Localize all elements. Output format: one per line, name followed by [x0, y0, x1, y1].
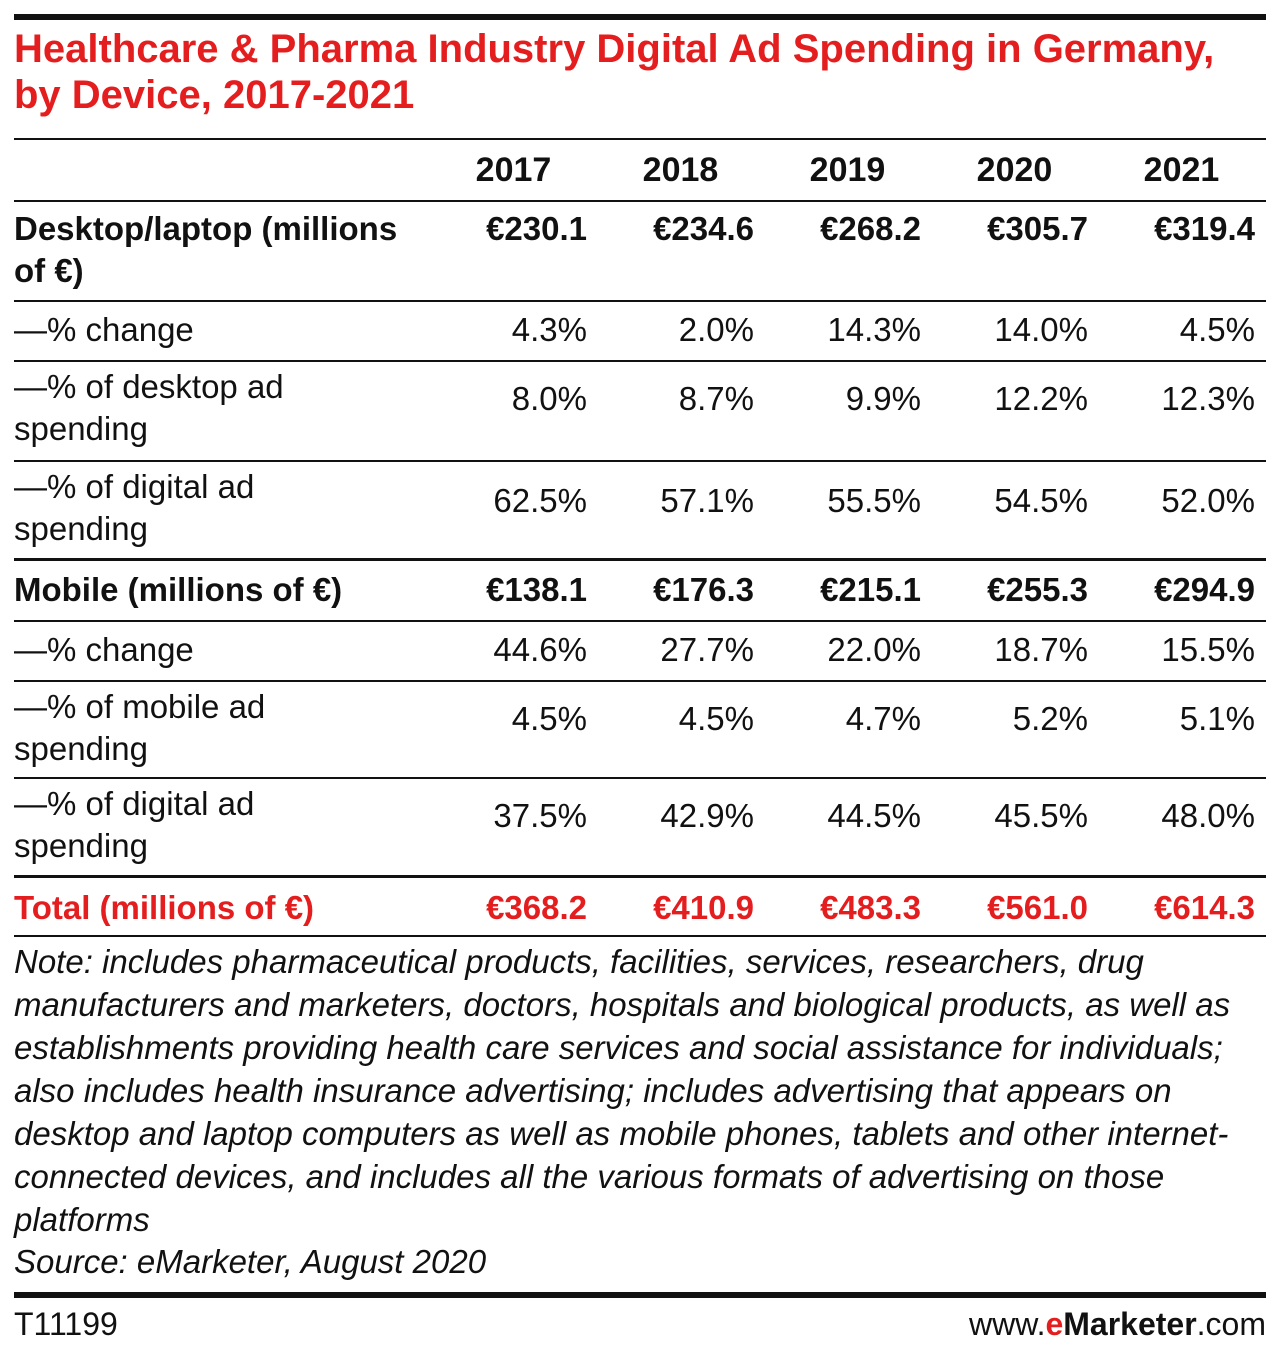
cell-value: 14.3% [827, 311, 921, 348]
cell-value: 45.5% [994, 797, 1088, 834]
cell-value: €234.6 [653, 210, 754, 247]
table-row: Desktop/laptop (millions of €) €230.1 €2… [14, 200, 1266, 300]
table-row: Mobile (millions of €) €138.1 €176.3 €21… [14, 558, 1266, 620]
cell-value: €319.4 [1154, 210, 1255, 247]
cell-value: 22.0% [827, 631, 921, 668]
year-header: 2019 [809, 151, 886, 189]
brand-prefix: www. [969, 1306, 1046, 1342]
row-label: Mobile (millions of €) [14, 571, 343, 608]
row-label: Total (millions of €) [14, 889, 315, 926]
table-row: —% of digital ad spending 37.5% 42.9% 44… [14, 777, 1266, 875]
cell-value: €138.1 [486, 571, 587, 608]
cell-value: 14.0% [994, 311, 1088, 348]
row-label: —% of mobile ad spending [14, 688, 266, 767]
cell-value: €255.3 [987, 571, 1088, 608]
row-label: —% of desktop ad spending [14, 368, 284, 447]
cell-value: €368.2 [486, 889, 587, 926]
cell-value: €561.0 [987, 889, 1088, 926]
table-row: —% of desktop ad spending 8.0% 8.7% 9.9%… [14, 360, 1266, 460]
cell-value: €294.9 [1154, 571, 1255, 608]
cell-value: 55.5% [827, 482, 921, 519]
cell-value: 62.5% [493, 482, 587, 519]
table-row-total: Total (millions of €) €368.2 €410.9 €483… [14, 875, 1266, 937]
table-row: —% change 44.6% 27.7% 22.0% 18.7% 15.5% [14, 620, 1266, 680]
cell-value: 8.0% [511, 380, 587, 417]
row-label: —% of digital ad spending [14, 468, 255, 547]
row-label: —% of digital ad spending [14, 785, 255, 864]
cell-value: €230.1 [486, 210, 587, 247]
year-header: 2021 [1143, 151, 1220, 189]
year-header: 2018 [642, 151, 719, 189]
cell-value: 57.1% [660, 482, 754, 519]
brand-suffix: .com [1196, 1306, 1266, 1342]
cell-value: 4.5% [678, 700, 754, 737]
year-header: 2020 [976, 151, 1053, 189]
table-row: —% change 4.3% 2.0% 14.3% 14.0% 4.5% [14, 300, 1266, 360]
cell-value: €268.2 [820, 210, 921, 247]
bottom-rule [14, 1292, 1266, 1298]
source-line: Source: eMarketer, August 2020 [14, 1243, 487, 1280]
year-header: 2017 [475, 151, 552, 189]
footnote: Note: includes pharmaceutical products, … [14, 943, 1231, 1238]
cell-value: 52.0% [1161, 482, 1255, 519]
row-label: Desktop/laptop (millions of €) [14, 210, 398, 289]
cell-value: 5.2% [1012, 700, 1088, 737]
cell-value: €176.3 [653, 571, 754, 608]
cell-value: 5.1% [1179, 700, 1255, 737]
header-row: 2017 2018 2019 2020 2021 [14, 138, 1266, 200]
cell-value: 27.7% [660, 631, 754, 668]
top-rule [14, 14, 1266, 20]
cell-value: €483.3 [820, 889, 921, 926]
brand-e: e [1045, 1306, 1064, 1342]
cell-value: 12.3% [1161, 380, 1255, 417]
cell-value: 2.0% [678, 311, 754, 348]
cell-value: €305.7 [987, 210, 1088, 247]
cell-value: 4.5% [511, 700, 587, 737]
table-row: —% of digital ad spending 62.5% 57.1% 55… [14, 460, 1266, 558]
cell-value: 44.6% [493, 631, 587, 668]
cell-value: 4.7% [845, 700, 921, 737]
cell-value: 15.5% [1161, 631, 1255, 668]
row-label: —% change [14, 631, 194, 668]
cell-value: €215.1 [820, 571, 921, 608]
cell-value: €410.9 [653, 889, 754, 926]
cell-value: 4.5% [1179, 311, 1255, 348]
cell-value: 4.3% [511, 311, 587, 348]
cell-value: 18.7% [994, 631, 1088, 668]
chart-id: T11199 [14, 1306, 118, 1342]
chart-title: Healthcare & Pharma Industry Digital Ad … [14, 27, 1215, 117]
table-row: —% of mobile ad spending 4.5% 4.5% 4.7% … [14, 680, 1266, 777]
brand-logo: www.eMarketer.com [969, 1304, 1266, 1344]
cell-value: 44.5% [827, 797, 921, 834]
cell-value: 12.2% [994, 380, 1088, 417]
cell-value: 42.9% [660, 797, 754, 834]
data-table: 2017 2018 2019 2020 2021 Desktop/laptop … [14, 138, 1266, 937]
cell-value: 54.5% [994, 482, 1088, 519]
cell-value: 37.5% [493, 797, 587, 834]
cell-value: 9.9% [845, 380, 921, 417]
cell-value: 48.0% [1161, 797, 1255, 834]
cell-value: 8.7% [678, 380, 754, 417]
row-label: —% change [14, 311, 194, 348]
cell-value: €614.3 [1154, 889, 1255, 926]
brand-name: Marketer [1063, 1306, 1197, 1342]
